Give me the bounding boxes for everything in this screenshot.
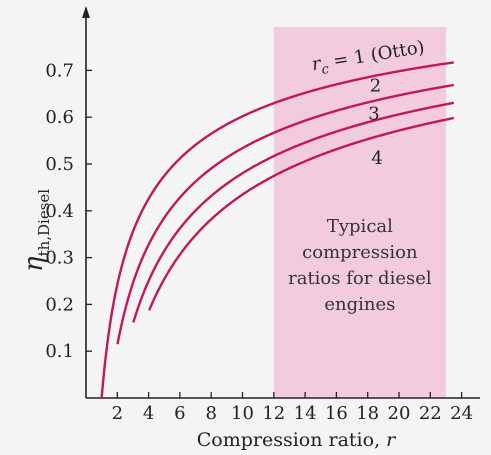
region-caption-line: compression	[302, 242, 418, 263]
x-tick-label: 24	[450, 403, 473, 424]
x-tick-label: 22	[419, 403, 442, 424]
x-tick-label: 16	[325, 403, 348, 424]
efficiency-curve-rc-4	[148, 116, 455, 311]
y-tick-label: 0.3	[45, 248, 74, 269]
efficiency-curve-rc-3	[132, 101, 454, 323]
curve-label-rc-2: 2	[370, 75, 381, 96]
y-axis-arrow-icon	[82, 6, 90, 18]
ticks: 2 4 6 8 10 12 14 16 18 20 22 240.10.20.30.40.50.60.…	[45, 60, 473, 424]
curve-label-rc-4: 4	[371, 148, 382, 169]
y-tick-label: 0.7	[45, 60, 74, 81]
typical-range-caption: Typical compression ratios for diesel engin…	[288, 216, 432, 315]
x-tick-label: 10	[231, 403, 254, 424]
x-tick-label: 2	[112, 403, 123, 424]
y-axis-title: ηth,Diesel	[19, 189, 53, 272]
x-tick-label: 8	[205, 403, 216, 424]
y-tick-label: 0.4	[45, 201, 74, 222]
y-tick-label: 0.2	[45, 294, 74, 315]
x-tick-label: 12	[262, 403, 285, 424]
axes	[82, 6, 480, 399]
curve-label-rc-3: 3	[368, 104, 379, 125]
efficiency-curve-rc-2	[116, 83, 454, 345]
efficiency-curve-rc-1	[100, 61, 454, 399]
axis-titles: Compression ratio, r ηth,Diesel	[19, 189, 397, 451]
x-tick-label: 18	[356, 403, 379, 424]
region-caption-line: Typical	[327, 216, 393, 237]
x-tick-label: 20	[388, 403, 411, 424]
y-tick-label: 0.1	[45, 341, 74, 362]
y-tick-label: 0.6	[45, 107, 74, 128]
region-caption-line: ratios for diesel	[288, 268, 432, 289]
x-tick-label: 4	[143, 403, 154, 424]
y-tick-label: 0.5	[45, 154, 74, 175]
x-tick-label: 6	[174, 403, 185, 424]
efficiency-curves	[100, 61, 455, 399]
region-caption-line: engines	[324, 294, 395, 315]
typical-range-region	[273, 27, 446, 398]
x-tick-label: 14	[294, 403, 317, 424]
x-axis-title: Compression ratio, r	[197, 429, 397, 451]
